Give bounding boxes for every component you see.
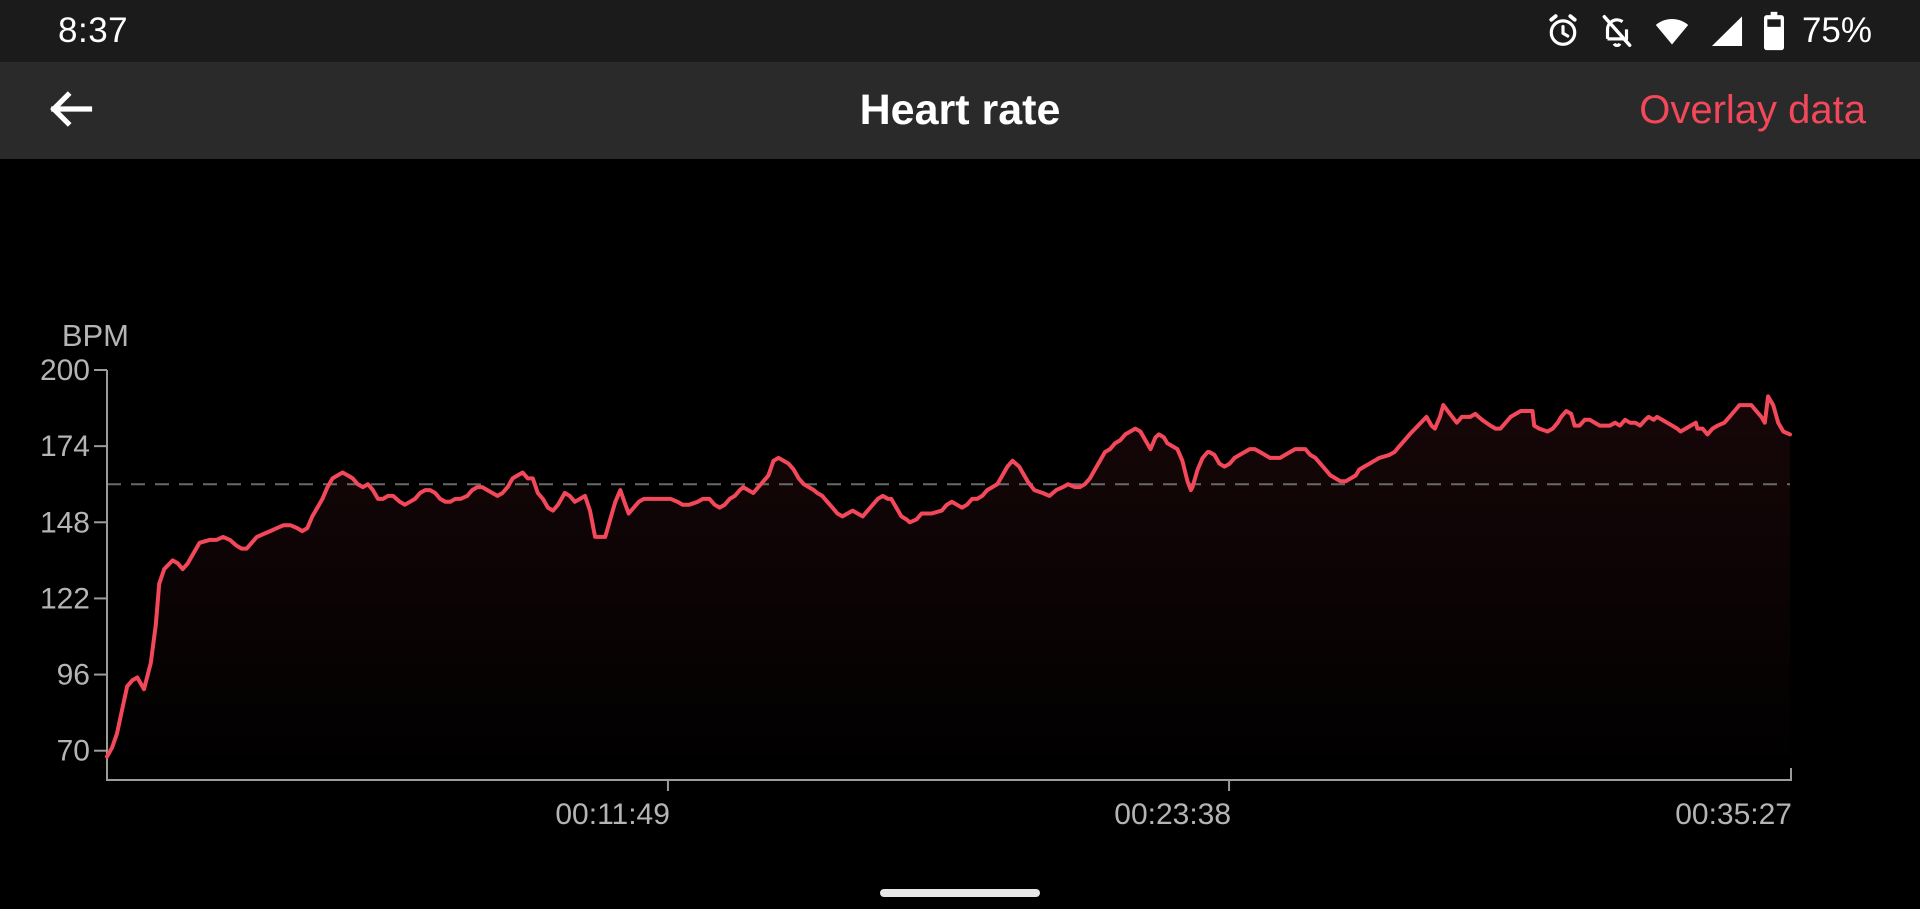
chart-area-fill	[107, 396, 1790, 780]
battery-percent: 75%	[1801, 11, 1872, 50]
y-tick-label: 174	[40, 430, 90, 463]
back-button[interactable]	[38, 79, 102, 143]
status-icons: 75%	[1544, 11, 1872, 51]
home-gesture-handle[interactable]	[880, 889, 1040, 897]
heart-rate-chart[interactable]: 200 174 148 122 96 70 BPM 00:11:49 00:23:38 00:35…	[0, 159, 1920, 909]
app-bar: Heart rate Overlay data	[0, 62, 1920, 159]
notifications-off-icon	[1598, 12, 1636, 50]
overlay-data-button[interactable]: Overlay data	[1633, 87, 1872, 134]
battery-icon	[1762, 11, 1786, 51]
y-tick-label: 122	[40, 582, 90, 615]
status-time: 8:37	[58, 11, 129, 50]
y-tick-label: 96	[57, 659, 90, 692]
x-tick-label: 00:11:49	[555, 798, 670, 831]
y-axis-title: BPM	[62, 318, 129, 353]
x-tick-label: 00:23:38	[1114, 798, 1231, 831]
y-tick-label: 148	[40, 506, 90, 539]
cell-signal-icon	[1708, 12, 1746, 50]
wifi-icon	[1652, 12, 1692, 50]
y-tick-label: 70	[57, 735, 90, 768]
alarm-icon	[1544, 12, 1582, 50]
page-title: Heart rate	[859, 86, 1061, 134]
arrow-left-icon	[44, 83, 96, 138]
x-tick-label: 00:35:27	[1675, 798, 1792, 831]
y-tick-label: 200	[40, 354, 90, 387]
heart-rate-line	[105, 394, 1792, 759]
status-bar: 8:37	[0, 0, 1920, 62]
